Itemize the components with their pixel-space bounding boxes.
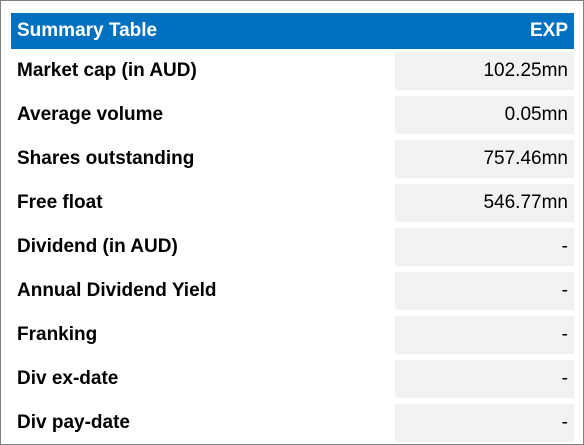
table-row: Div ex-date - — [11, 357, 574, 401]
row-value-div-pay-date: - — [395, 404, 574, 442]
row-label-shares-outstanding: Shares outstanding — [17, 148, 195, 169]
row-value-dividend: - — [395, 228, 574, 266]
table-row: Average volume 0.05mn — [11, 93, 574, 137]
row-value-shares-outstanding: 757.46mn — [395, 140, 574, 178]
table-body: Market cap (in AUD) 102.25mn Average vol… — [11, 49, 574, 445]
row-label-div-ex-date: Div ex-date — [17, 368, 119, 389]
table-header: Summary Table EXP — [11, 13, 574, 49]
ticker-label: EXP — [529, 20, 568, 41]
table-row: Shares outstanding 757.46mn — [11, 137, 574, 181]
row-label-div-pay-date: Div pay-date — [17, 412, 130, 433]
row-label-market-cap: Market cap (in AUD) — [17, 60, 197, 81]
table-row: Dividend (in AUD) - — [11, 225, 574, 269]
row-label-annual-dividend-yield: Annual Dividend Yield — [17, 280, 217, 301]
row-value-market-cap: 102.25mn — [395, 52, 574, 90]
table-title: Summary Table — [17, 20, 158, 41]
row-value-free-float: 546.77mn — [395, 184, 574, 222]
table-row: Market cap (in AUD) 102.25mn — [11, 49, 574, 93]
table-row: Franking - — [11, 313, 574, 357]
table-row: Div pay-date - — [11, 401, 574, 445]
row-label-franking: Franking — [17, 324, 98, 345]
table-row: Free float 546.77mn — [11, 181, 574, 225]
row-label-average-volume: Average volume — [17, 104, 164, 125]
row-value-franking: - — [395, 316, 574, 354]
table-row: Annual Dividend Yield - — [11, 269, 574, 313]
row-label-dividend: Dividend (in AUD) — [17, 236, 178, 257]
row-value-average-volume: 0.05mn — [395, 96, 574, 134]
row-value-annual-dividend-yield: - — [395, 272, 574, 310]
row-value-div-ex-date: - — [395, 360, 574, 398]
row-label-free-float: Free float — [17, 192, 103, 213]
